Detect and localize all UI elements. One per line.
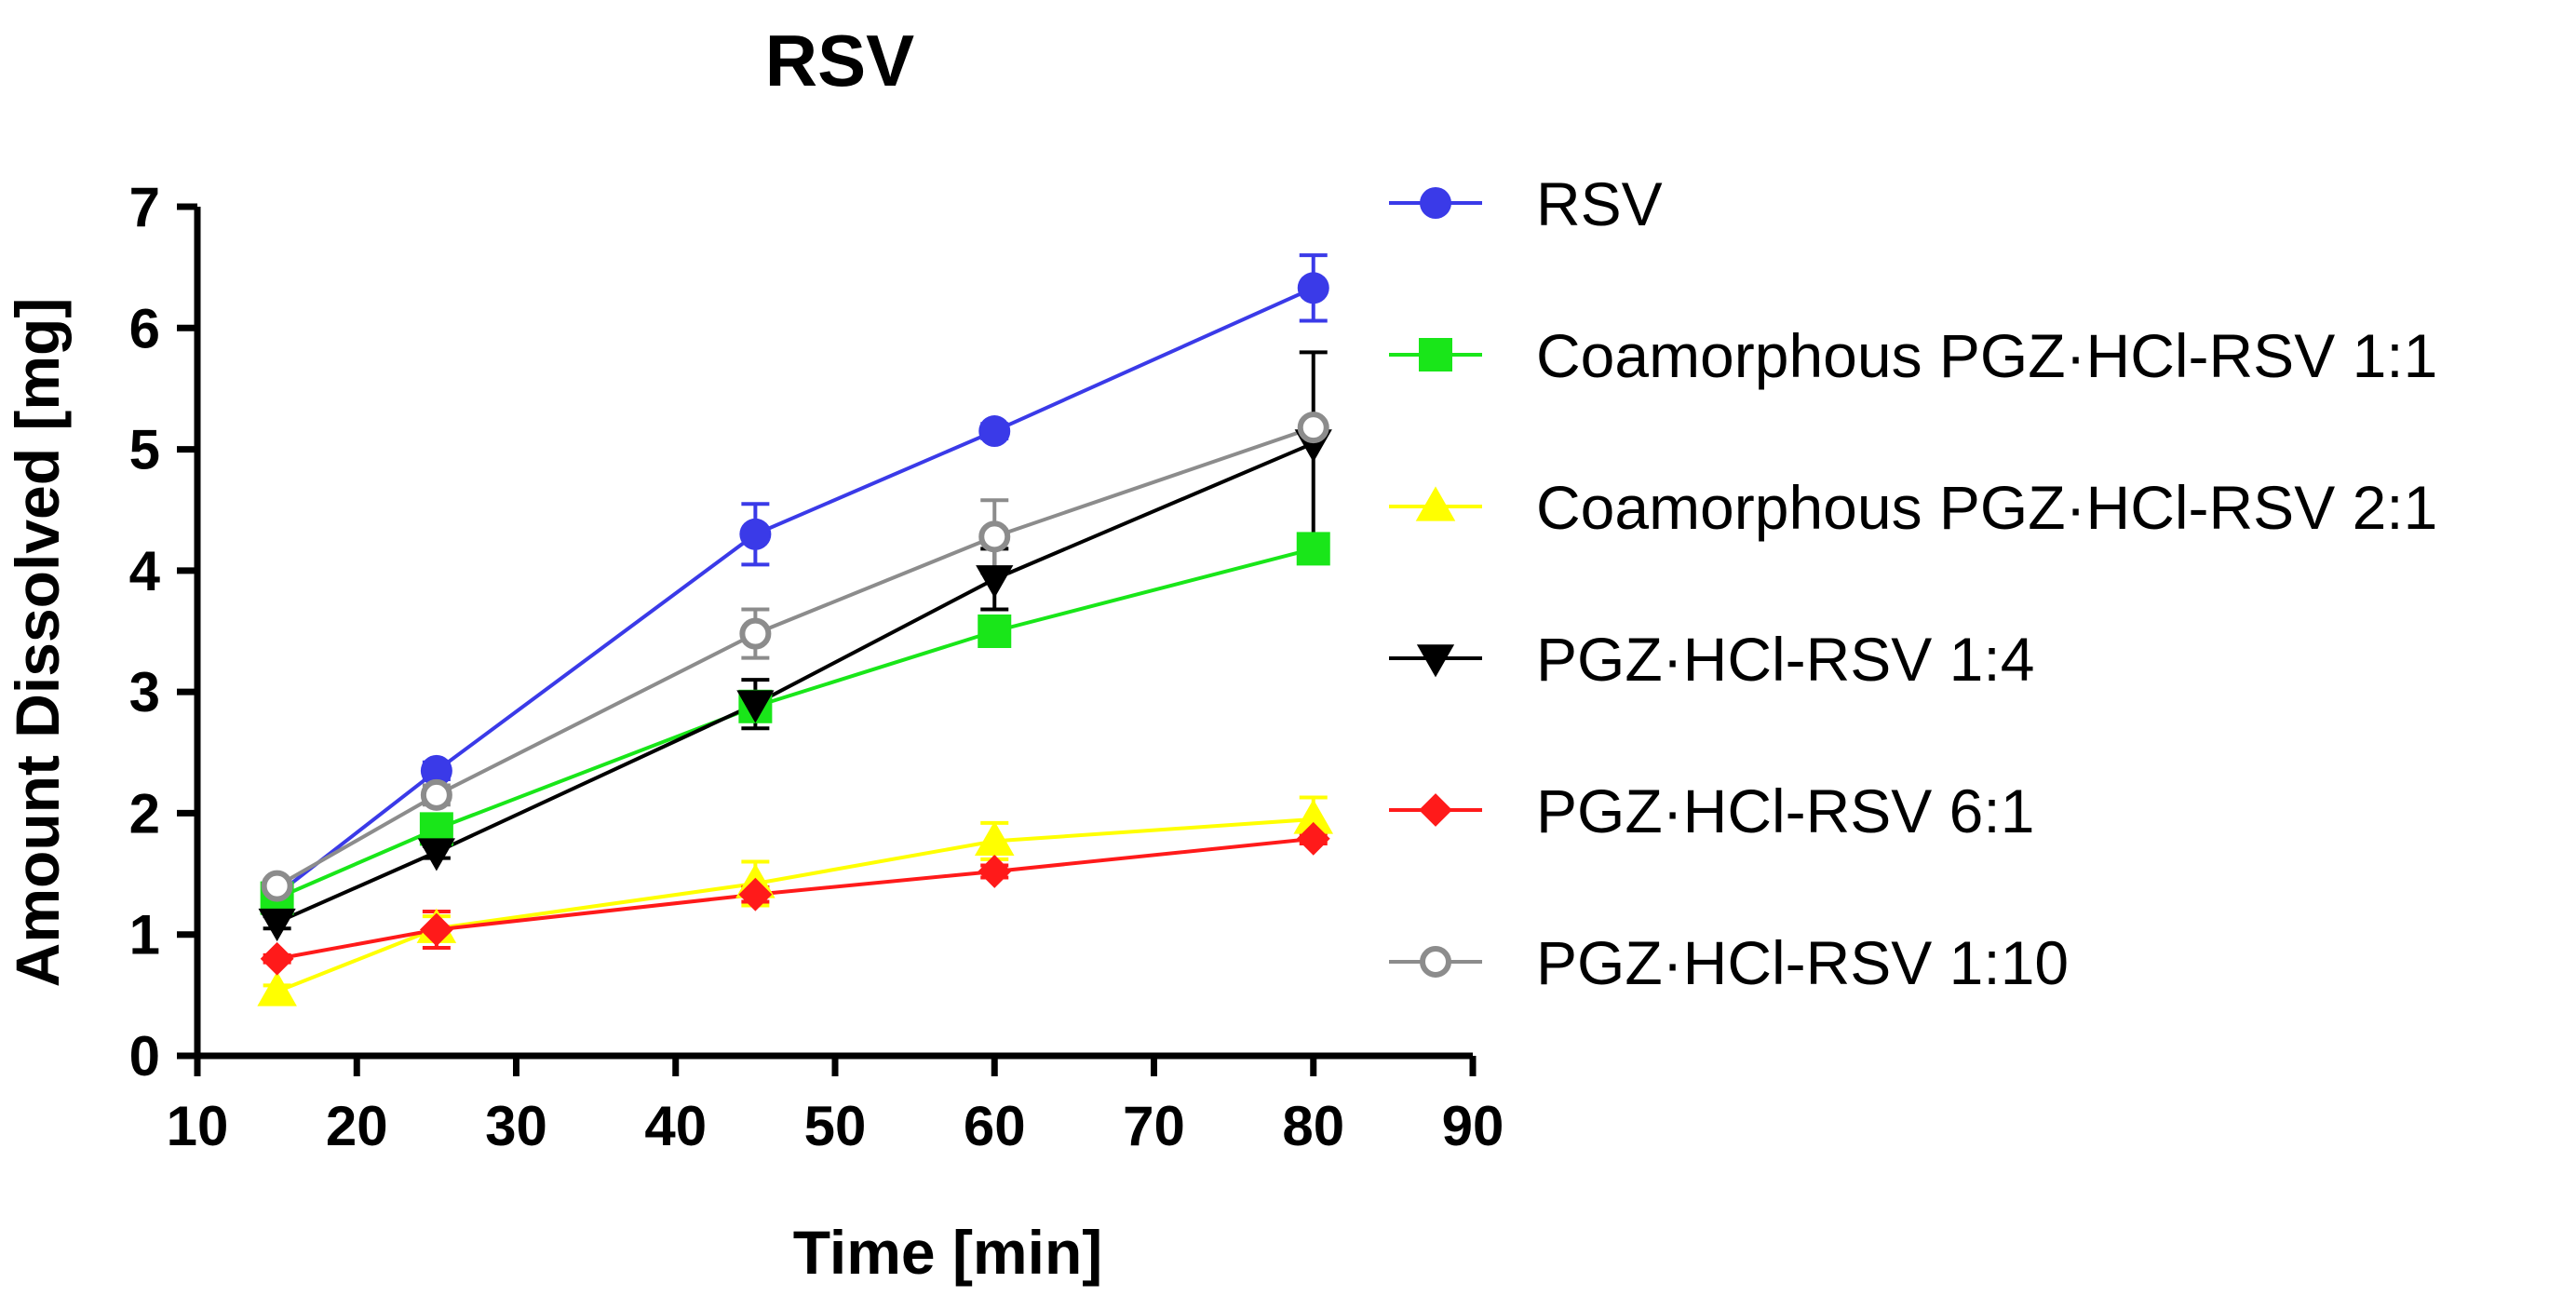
series-6-point — [420, 778, 452, 811]
x-tick-label: 70 — [1123, 1095, 1185, 1157]
y-tick-label: 7 — [129, 176, 160, 238]
series-5-point — [260, 941, 294, 976]
series-4-point — [736, 690, 775, 723]
legend-item-6-marker — [1420, 946, 1451, 978]
y-tick-label: 1 — [129, 904, 160, 966]
legend: RSV Coamorphous PGZ·HCl-RSV 1:1 Coamorphou… — [1389, 169, 2437, 997]
series-5-point — [1296, 821, 1330, 856]
legend-item-1-marker — [1420, 187, 1451, 219]
series-4-point — [976, 565, 1014, 599]
series-5-point — [738, 877, 773, 912]
error-bars — [263, 253, 1328, 1000]
series-4-point — [258, 908, 296, 942]
axes: 10 20 30 40 50 60 70 80 90 0 1 2 3 4 5 6 7 — [129, 176, 1504, 1157]
series-5-point — [419, 912, 453, 947]
x-tick-label: 80 — [1282, 1095, 1344, 1157]
series-1-point — [739, 518, 772, 550]
series-1-point — [978, 415, 1011, 448]
series-2-point — [978, 614, 1012, 648]
series-6-point — [978, 520, 1011, 553]
x-axis-label: Time [min] — [793, 1218, 1102, 1287]
x-tick-label: 40 — [644, 1095, 707, 1157]
x-tick-label: 30 — [485, 1095, 547, 1157]
series-5-point — [978, 855, 1012, 888]
y-tick-label: 2 — [129, 782, 160, 844]
series-6-point — [261, 870, 293, 902]
legend-item-2-label: Coamorphous PGZ·HCl-RSV 1:1 — [1536, 321, 2437, 390]
legend-item-3-label: Coamorphous PGZ·HCl-RSV 2:1 — [1536, 473, 2437, 542]
series-1-point — [420, 754, 452, 787]
series-4-point — [417, 838, 455, 871]
series-lines — [276, 286, 1315, 993]
y-tick-label: 3 — [129, 661, 160, 723]
x-tick-label: 20 — [326, 1095, 388, 1157]
legend-item-5-label: PGZ·HCl-RSV 6:1 — [1536, 777, 2034, 845]
y-tick-label: 6 — [129, 297, 160, 359]
x-tick-label: 10 — [167, 1095, 229, 1157]
y-tick-label: 0 — [129, 1025, 160, 1087]
legend-item-4-label: PGZ·HCl-RSV 1:4 — [1536, 625, 2034, 694]
legend-item-6-label: PGZ·HCl-RSV 1:10 — [1536, 928, 2069, 997]
legend-item-1-label: RSV — [1536, 169, 1663, 238]
legend-item-3-marker — [1415, 486, 1456, 521]
series-3-point — [257, 971, 297, 1006]
legend-item-5-marker — [1419, 793, 1452, 827]
y-axis-label: Amount Dissolved [mg] — [3, 298, 72, 988]
legend-item-2-marker — [1419, 338, 1452, 371]
data-markers — [257, 272, 1334, 1006]
series-2-point — [1296, 532, 1330, 566]
x-tick-label: 50 — [804, 1095, 867, 1157]
y-tick-label: 4 — [129, 540, 161, 602]
series-1-point — [1297, 272, 1329, 304]
chart-title: RSV — [765, 20, 914, 101]
series-6-point — [1297, 412, 1329, 444]
y-tick-label: 5 — [129, 419, 160, 481]
legend-item-4-marker — [1416, 644, 1455, 678]
series-6-point — [739, 617, 772, 650]
x-tick-label: 60 — [964, 1095, 1026, 1157]
x-tick-label: 90 — [1442, 1095, 1504, 1157]
